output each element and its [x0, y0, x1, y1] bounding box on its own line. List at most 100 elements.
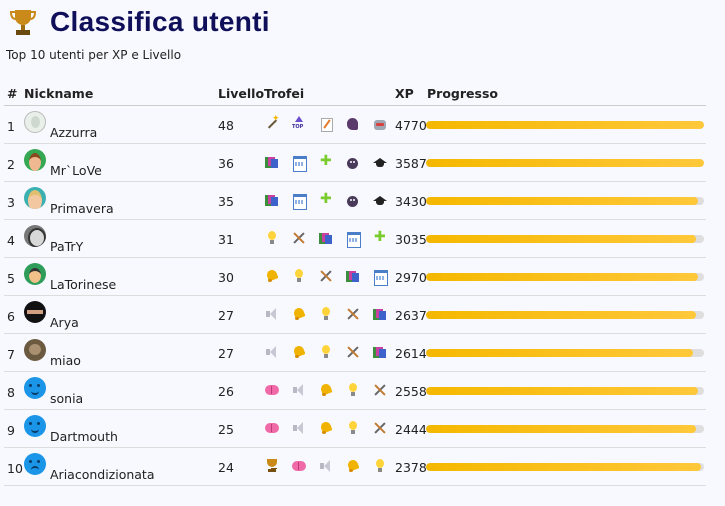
- rank-cell: 9: [7, 423, 15, 438]
- brain-icon: [264, 420, 280, 436]
- lightbulb-icon: [291, 268, 307, 284]
- table-row: 10 Ariacondizionata 24 2378: [4, 448, 706, 486]
- column-header-nickname: Nickname: [24, 86, 94, 101]
- rank-cell: 1: [7, 119, 15, 134]
- head-silhouette-icon: [345, 116, 361, 132]
- table-row: 1 Azzurra 48 4770: [4, 106, 706, 144]
- table-row: 8 sonia 26 2558: [4, 372, 706, 410]
- speaker-icon: [291, 420, 307, 436]
- page-title: Classifica utenti: [50, 6, 270, 37]
- progress-bar: [426, 311, 704, 319]
- avatar[interactable]: [24, 111, 46, 133]
- progress-bar: [426, 159, 704, 167]
- lightbulb-icon: [345, 382, 361, 398]
- avatar[interactable]: [24, 187, 46, 209]
- rank-cell: 7: [7, 347, 15, 362]
- speaker-icon: [264, 344, 280, 360]
- nickname-link[interactable]: LaTorinese: [50, 277, 117, 292]
- level-cell: 26: [218, 384, 234, 399]
- calendar-icon: [372, 268, 388, 286]
- nickname-link[interactable]: Primavera: [50, 201, 114, 216]
- page-header: Classifica utenti: [10, 4, 270, 40]
- tools-icon: [345, 344, 361, 360]
- trophies-cell: [264, 268, 388, 286]
- lightbulb-icon: [318, 306, 334, 322]
- books-icon: [264, 154, 280, 170]
- level-cell: 24: [218, 460, 234, 475]
- avatar[interactable]: [24, 415, 46, 437]
- table-header: # Nickname Livello Trofei XP Progresso: [4, 82, 706, 106]
- calendar-icon: [345, 230, 361, 248]
- nickname-link[interactable]: miao: [50, 353, 81, 368]
- level-cell: 31: [218, 232, 234, 247]
- nickname-link[interactable]: Azzurra: [50, 125, 98, 140]
- bell-icon: [318, 420, 334, 436]
- table-body: 1Azzurra4847702Mr`LoVe3635873Primavera35…: [4, 106, 706, 486]
- nickname-link[interactable]: Dartmouth: [50, 429, 118, 444]
- nickname-link[interactable]: PaTrY: [50, 239, 84, 254]
- avatar[interactable]: [24, 225, 46, 247]
- tools-icon: [372, 382, 388, 398]
- lightbulb-icon: [318, 344, 334, 360]
- brain-icon: [264, 382, 280, 398]
- table-row: 5 LaTorinese 30 2970: [4, 258, 706, 296]
- nickname-link[interactable]: sonia: [50, 391, 84, 406]
- column-header-level: Livello: [218, 86, 265, 101]
- books-icon: [318, 230, 334, 246]
- rank-cell: 10: [7, 461, 23, 476]
- nickname-link[interactable]: Ariacondizionata: [50, 467, 155, 482]
- books-icon: [264, 192, 280, 208]
- progress-bar: [426, 425, 704, 433]
- column-header-trophies: Trofei: [264, 86, 305, 101]
- avatar[interactable]: [24, 339, 46, 361]
- progress-fill: [426, 197, 699, 205]
- bomb-icon: [345, 154, 361, 170]
- trophies-cell: [264, 344, 388, 360]
- trophies-cell: [264, 153, 388, 172]
- graduation-cap-icon: [372, 154, 388, 170]
- avatar[interactable]: [24, 149, 46, 171]
- progress-fill: [426, 387, 699, 395]
- robot-icon: [372, 116, 388, 132]
- table-row: 3 Primavera 35 3430: [4, 182, 706, 220]
- xp-cell: 2558: [395, 384, 427, 399]
- calendar-icon: [291, 192, 307, 210]
- bell-icon: [318, 382, 334, 398]
- avatar[interactable]: [24, 453, 46, 475]
- brain-icon: [291, 458, 307, 474]
- xp-cell: 2614: [395, 346, 427, 361]
- leaderboard-table: # Nickname Livello Trofei XP Progresso 1…: [4, 82, 706, 486]
- graduation-cap-icon: [372, 192, 388, 208]
- xp-cell: 3430: [395, 194, 427, 209]
- speaker-icon: [264, 306, 280, 322]
- nickname-link[interactable]: Mr`LoVe: [50, 163, 102, 178]
- level-cell: 35: [218, 194, 234, 209]
- top-arrow-icon: [291, 116, 307, 132]
- lightbulb-icon: [345, 420, 361, 436]
- nickname-link[interactable]: Arya: [50, 315, 79, 330]
- bell-icon: [291, 344, 307, 360]
- page-subtitle: Top 10 utenti per XP e Livello: [6, 48, 182, 62]
- xp-cell: 2378: [395, 460, 427, 475]
- trophies-cell: [264, 191, 388, 210]
- puzzle-icon: [372, 229, 388, 246]
- avatar[interactable]: [24, 301, 46, 323]
- progress-fill: [426, 273, 699, 281]
- calendar-icon: [291, 154, 307, 172]
- trophies-cell: [264, 229, 388, 248]
- xp-cell: 2444: [395, 422, 427, 437]
- progress-fill: [426, 159, 704, 167]
- bell-icon: [264, 268, 280, 284]
- avatar[interactable]: [24, 377, 46, 399]
- tools-icon: [372, 420, 388, 436]
- tools-icon: [291, 230, 307, 246]
- books-icon: [372, 344, 388, 360]
- progress-bar: [426, 121, 704, 129]
- column-header-rank: #: [7, 86, 18, 101]
- level-cell: 27: [218, 346, 234, 361]
- rank-cell: 8: [7, 385, 15, 400]
- speaker-icon: [318, 458, 334, 474]
- avatar[interactable]: [24, 263, 46, 285]
- progress-bar: [426, 235, 704, 243]
- column-header-progress: Progresso: [427, 86, 498, 101]
